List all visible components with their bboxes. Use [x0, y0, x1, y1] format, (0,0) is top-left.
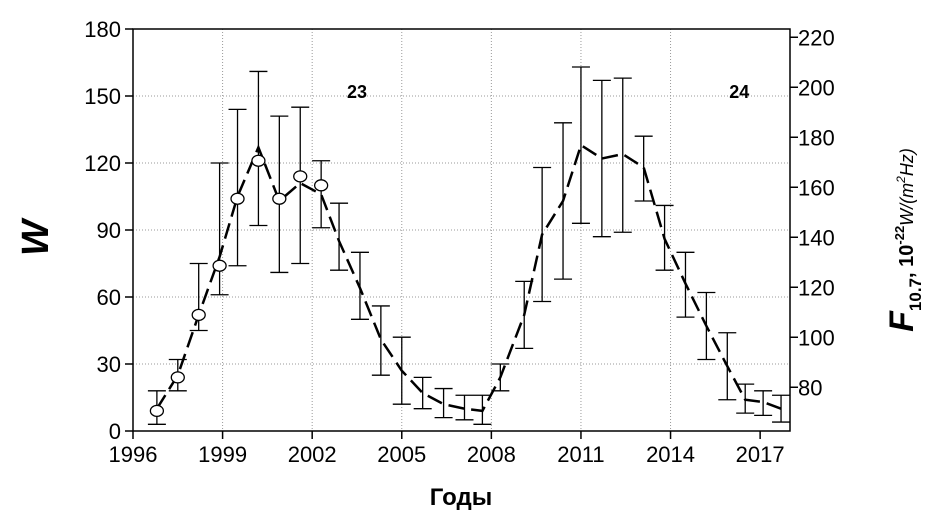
y2-tick-label: 120: [798, 275, 835, 300]
grid-lines: [133, 29, 790, 431]
x-tick-label: 1996: [109, 442, 158, 467]
y2-title-exponent: -22: [892, 226, 907, 245]
circle-data-point: [149, 404, 165, 418]
y2-axis-title: F10.7, 10-22W/(m2Hz): [883, 148, 925, 332]
y2-tick-label: 180: [798, 125, 835, 150]
circle-data-point: [272, 192, 287, 205]
y-tick-label: 30: [97, 352, 121, 377]
y2-title-symbol: F: [883, 310, 921, 332]
y2-tick-label: 160: [798, 175, 835, 200]
y2-tick-label: 80: [798, 375, 822, 400]
circle-data-point: [170, 371, 185, 384]
y2-title-mantissa: 10: [896, 245, 918, 267]
tick-labels: 1996 1999 2002 2005 2008 2011 2014 2017 0 30 60 90 1…: [84, 17, 834, 467]
x-tick-label: 2017: [736, 442, 785, 467]
y-tick-label: 150: [84, 84, 121, 109]
circle-data-point: [293, 170, 308, 183]
y-tick-label: 60: [97, 285, 121, 310]
x-tick-label: 2005: [377, 442, 426, 467]
circle-data-point: [313, 179, 329, 192]
y-tick-label: 90: [97, 218, 121, 243]
dashed-series-line: [155, 143, 782, 413]
y2-tick-label: 200: [798, 75, 835, 100]
x-tick-label: 2008: [467, 442, 516, 467]
y-tick-label: 0: [109, 419, 121, 444]
y2-title-unit-exponent: 2: [894, 176, 908, 184]
cycle-24-label: 24: [729, 82, 749, 102]
circle-data-point: [212, 259, 227, 272]
y2-title-sep: ,: [896, 267, 918, 278]
circle-data-point: [191, 308, 206, 322]
y2-tick-label: 100: [798, 325, 835, 350]
y2-title-unit: W/(m: [897, 183, 917, 226]
y2-tick-label: 140: [798, 225, 835, 250]
y-tick-label: 120: [84, 151, 121, 176]
plot-series: [147, 66, 791, 425]
y2-title-subscript: 10.7: [906, 278, 925, 311]
y-axis-title: W: [15, 217, 57, 256]
x-tick-label: 2002: [288, 442, 337, 467]
circle-data-point: [251, 154, 266, 167]
x-axis-title: Годы: [430, 484, 492, 511]
tick-marks: [125, 28, 798, 439]
cycle-23-label: 23: [347, 82, 367, 102]
circle-data-point: [230, 192, 245, 205]
y2-title-unit-end: Hz): [897, 148, 917, 176]
y2-tick-label: 220: [798, 25, 835, 50]
y-tick-label: 180: [84, 17, 121, 42]
x-tick-label: 1999: [198, 442, 247, 467]
x-tick-label: 2014: [646, 442, 695, 467]
x-tick-label: 2011: [557, 442, 604, 467]
